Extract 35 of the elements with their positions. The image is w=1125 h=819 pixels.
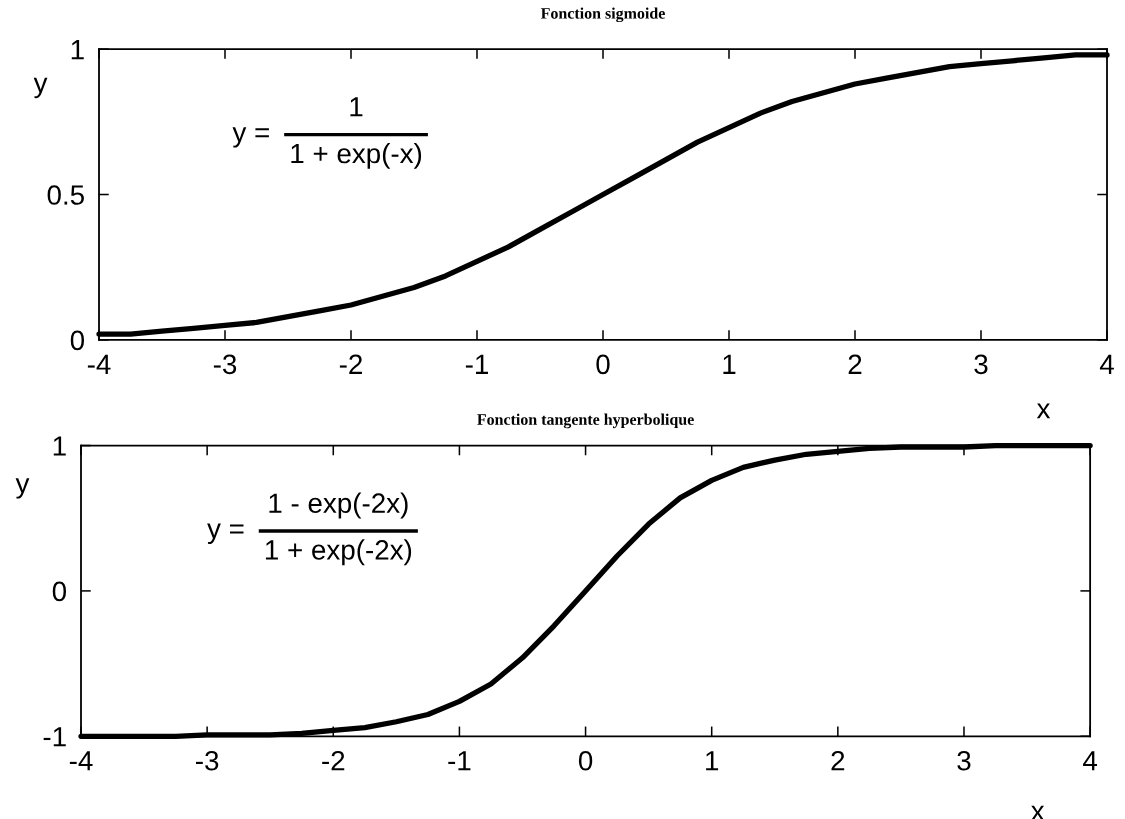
y-tick-label: 1	[53, 436, 66, 456]
y-tick-label: 1	[71, 40, 84, 60]
annotation: 1	[350, 97, 363, 117]
y-tick-label: 0.5	[47, 185, 84, 205]
annotation: y =	[207, 523, 244, 544]
x-tick-label: 2	[848, 354, 862, 374]
annotation: 1 + exp(-2x)	[265, 539, 412, 566]
x-tick-label: -4	[87, 354, 111, 374]
y-axis-title: y	[15, 478, 30, 499]
x-tick-label: 1	[723, 354, 736, 374]
y-tick-label: 0	[52, 581, 67, 602]
x-axis-title: x	[1036, 403, 1051, 419]
chart-title: Fonction sigmoide	[540, 7, 665, 23]
x-tick-label: 4	[1083, 751, 1098, 771]
x-tick-label: 1	[706, 751, 719, 771]
x-tick-label: 2	[831, 750, 845, 771]
x-tick-label: -2	[322, 750, 345, 771]
x-tick-label: -1	[448, 751, 471, 771]
x-tick-label: -2	[339, 354, 362, 374]
y-tick-label: -1	[43, 727, 66, 747]
annotation: y =	[232, 127, 269, 148]
annotation: 1 + exp(-x)	[291, 142, 422, 169]
x-tick-label: -3	[196, 750, 219, 771]
x-tick-label: 0	[596, 354, 610, 375]
x-tick-label: 4	[1099, 354, 1114, 374]
x-tick-label: -3	[213, 354, 237, 375]
x-tick-label: 3	[957, 750, 971, 771]
chart-title: Fonction tangente hyperbolique	[477, 413, 694, 429]
x-tick-label: -4	[69, 751, 93, 771]
x-tick-label: 0	[578, 750, 593, 771]
x-tick-label: 3	[974, 354, 988, 375]
annotation: 1 - exp(-2x)	[269, 492, 408, 519]
y-tick-label: 0	[70, 330, 85, 351]
y-axis-title: y	[33, 77, 48, 99]
x-tick-label: -1	[465, 354, 488, 374]
